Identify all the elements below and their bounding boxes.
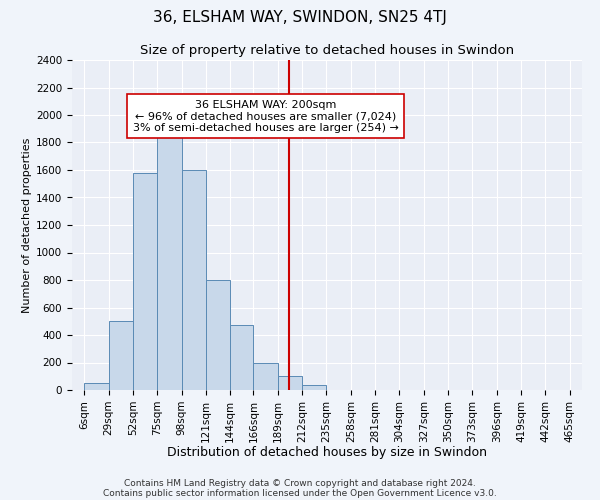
Bar — [278, 376, 302, 390]
Bar — [84, 383, 109, 390]
Bar — [133, 173, 157, 390]
Bar — [302, 385, 326, 390]
Bar — [253, 362, 278, 390]
Text: Contains HM Land Registry data © Crown copyright and database right 2024.: Contains HM Land Registry data © Crown c… — [124, 478, 476, 488]
X-axis label: Distribution of detached houses by size in Swindon: Distribution of detached houses by size … — [167, 446, 487, 459]
Bar — [230, 326, 253, 390]
Text: Contains public sector information licensed under the Open Government Licence v3: Contains public sector information licen… — [103, 488, 497, 498]
Text: 36, ELSHAM WAY, SWINDON, SN25 4TJ: 36, ELSHAM WAY, SWINDON, SN25 4TJ — [153, 10, 447, 25]
Bar — [109, 322, 133, 390]
Y-axis label: Number of detached properties: Number of detached properties — [22, 138, 32, 312]
Title: Size of property relative to detached houses in Swindon: Size of property relative to detached ho… — [140, 44, 514, 58]
Text: 36 ELSHAM WAY: 200sqm
← 96% of detached houses are smaller (7,024)
3% of semi-de: 36 ELSHAM WAY: 200sqm ← 96% of detached … — [133, 100, 399, 133]
Bar — [206, 280, 230, 390]
Bar — [182, 170, 206, 390]
Bar — [157, 122, 182, 390]
